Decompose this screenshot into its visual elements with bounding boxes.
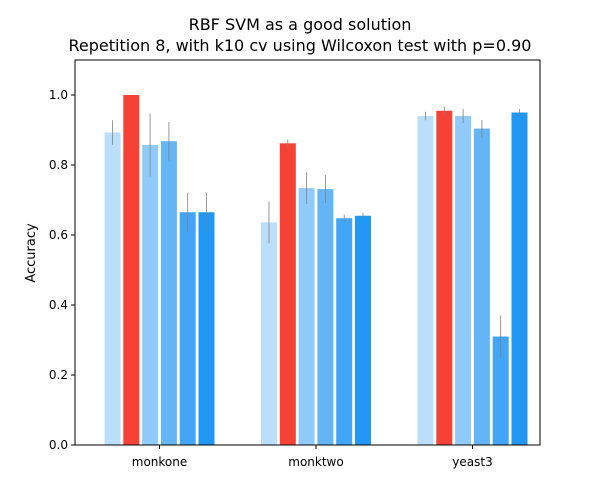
y-tick-label: 0.2 xyxy=(49,368,68,382)
x-tick-label-yeast3: yeast3 xyxy=(452,455,492,469)
bar-monktwo-series-5[interactable] xyxy=(336,218,353,445)
bar-monkone-series-3[interactable] xyxy=(142,145,159,446)
bar-monkone-series-5[interactable] xyxy=(179,212,196,445)
x-tick-label-monkone: monkone xyxy=(132,455,188,469)
bar-yeast3-series-5[interactable] xyxy=(492,336,509,446)
chart-title-line-1: RBF SVM as a good solution xyxy=(189,15,412,34)
y-tick-label: 0.4 xyxy=(49,298,68,312)
bar-yeast3-series-4[interactable] xyxy=(473,128,490,445)
y-tick-label: 1.0 xyxy=(49,88,68,102)
plot-frame xyxy=(74,59,541,446)
bar-monkone-series-2[interactable] xyxy=(123,95,140,445)
x-tick-label-monktwo: monktwo xyxy=(288,455,343,469)
bar-monkone-series-1[interactable] xyxy=(104,132,121,445)
bar-monkone-series-4[interactable] xyxy=(160,141,177,445)
bar-yeast3-series-2[interactable] xyxy=(436,110,453,445)
bar-yeast3-series-1[interactable] xyxy=(417,116,434,445)
bar-yeast3-series-3[interactable] xyxy=(455,116,472,445)
y-tick-label: 0.0 xyxy=(49,438,68,452)
bar-monktwo-series-6[interactable] xyxy=(355,215,371,445)
y-tick-label: 0.8 xyxy=(49,158,68,172)
bar-monkone-series-6[interactable] xyxy=(198,212,215,445)
y-tick-label: 0.6 xyxy=(49,228,68,242)
plot-area: 0.0 0.2 0.4 0.6 0.8 1.0 monkone monktwo yeast3 xyxy=(49,59,541,469)
bar-yeast3-series-6[interactable] xyxy=(511,112,528,446)
y-axis-label: Accuracy xyxy=(24,223,39,283)
bar-monktwo-series-3[interactable] xyxy=(298,188,315,445)
chart-title-line-2: Repetition 8, with k10 cv using Wilcoxon… xyxy=(69,36,532,55)
bar-monktwo-series-2[interactable] xyxy=(279,143,296,446)
bar-monktwo-series-4[interactable] xyxy=(317,189,334,445)
bar-monktwo-series-1[interactable] xyxy=(261,222,277,445)
